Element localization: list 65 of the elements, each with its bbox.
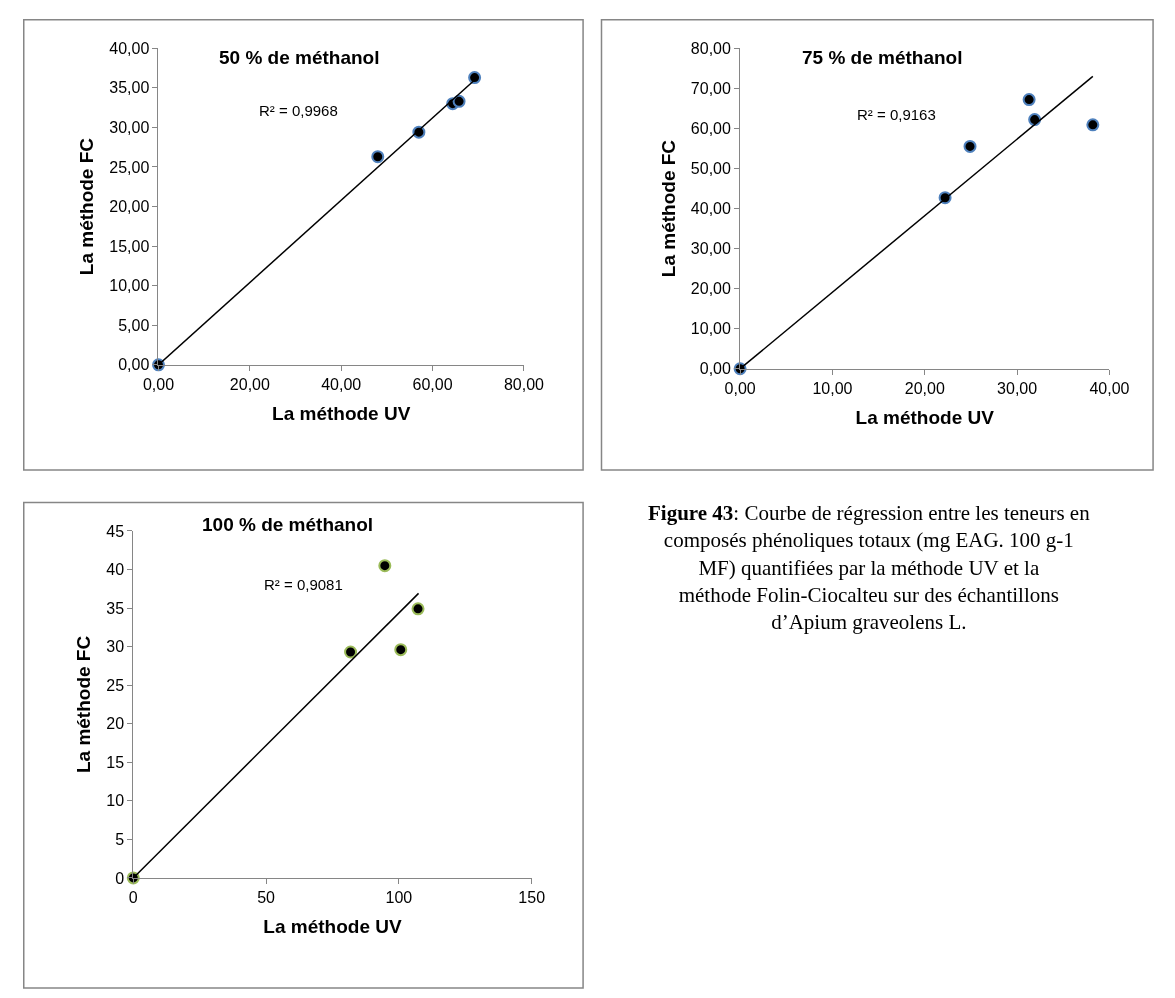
x-axis-title: La méthode UV [263, 915, 402, 937]
y-tick-label: 25 [106, 676, 125, 694]
x-tick-label: 10,00 [812, 379, 853, 397]
y-tick-label: 40,00 [109, 39, 150, 57]
y-tick-label: 25,00 [109, 158, 150, 176]
point [411, 602, 425, 616]
y-tick-label: 80,00 [690, 39, 732, 57]
y-axis-title: La méthode FC [73, 635, 95, 774]
y-tick-label: 20 [106, 715, 125, 733]
y-tick-label: 0 [115, 869, 125, 887]
x-axis-title: La méthode UV [855, 406, 995, 428]
x-tick-label: 0,00 [142, 376, 175, 394]
y-tick-label: 60,00 [690, 120, 732, 138]
y-tick-label: 10,00 [109, 277, 150, 295]
y-tick-label: 40,00 [690, 200, 732, 218]
annotation: R² = 0,9163 [857, 106, 936, 123]
y-tick-label: 0,00 [118, 356, 150, 374]
y-tick-label: 10,00 [690, 320, 732, 338]
y-tick-label: 0,00 [699, 360, 732, 378]
y-tick-label: 20,00 [690, 280, 732, 298]
y-tick-label: 50,00 [690, 160, 732, 178]
point [1028, 113, 1042, 127]
y-tick-label: 5 [115, 830, 125, 848]
y-axis-title: La méthode FC [76, 137, 98, 276]
point [1022, 93, 1036, 107]
caption: Figure 43: Courbe de régression entre les teneurs en composés phénoliques totaux (mg EAG. 100 g-1 MF) quantifiées par la méthode UV et la méthode Folin-Ciocalteu sur des échantillons d’Apium graveolens L. [648, 501, 1091, 635]
y-axis-title: La méthode FC [657, 139, 679, 278]
x-tick-label: 20,00 [904, 379, 945, 397]
point [394, 643, 408, 657]
y-tick-label: 35,00 [109, 79, 150, 97]
annotation: R² = 0,9081 [264, 576, 343, 593]
chart-title: 75 % de méthanol [802, 47, 963, 68]
y-tick-label: 40 [106, 561, 125, 579]
x-tick-label: 100 [385, 889, 413, 907]
x-tick-label: 0,00 [724, 379, 756, 397]
x-tick-label: 80,00 [503, 376, 545, 394]
x-tick-label: 30,00 [997, 379, 1038, 397]
x-tick-label: 60,00 [412, 376, 453, 394]
y-tick-label: 30 [106, 638, 125, 656]
point [378, 559, 392, 573]
y-tick-label: 70,00 [690, 79, 732, 97]
point [963, 139, 977, 153]
point [468, 71, 482, 85]
y-tick-label: 35 [106, 599, 125, 617]
point [452, 94, 466, 108]
y-tick-label: 30,00 [109, 119, 150, 137]
x-axis-title: La méthode UV [272, 402, 411, 424]
y-tick-label: 15 [106, 753, 125, 771]
chart-title: 100 % de méthanol [202, 514, 374, 535]
y-tick-label: 30,00 [690, 240, 732, 258]
x-tick-label: 50 [257, 889, 276, 907]
chart-title: 50 % de méthanol [219, 47, 380, 68]
y-tick-label: 15,00 [109, 237, 150, 255]
x-tick-label: 20,00 [229, 376, 270, 394]
x-tick-label: 40,00 [321, 376, 362, 394]
point [1086, 118, 1100, 132]
x-tick-label: 150 [518, 889, 546, 907]
y-tick-label: 10 [106, 792, 125, 810]
y-tick-label: 5,00 [118, 316, 150, 334]
point [344, 645, 358, 659]
y-tick-label: 45 [106, 522, 125, 540]
x-tick-label: 40,00 [1089, 379, 1130, 397]
annotation: R² = 0,9968 [259, 102, 338, 119]
point [371, 150, 385, 164]
y-tick-label: 20,00 [109, 198, 150, 216]
